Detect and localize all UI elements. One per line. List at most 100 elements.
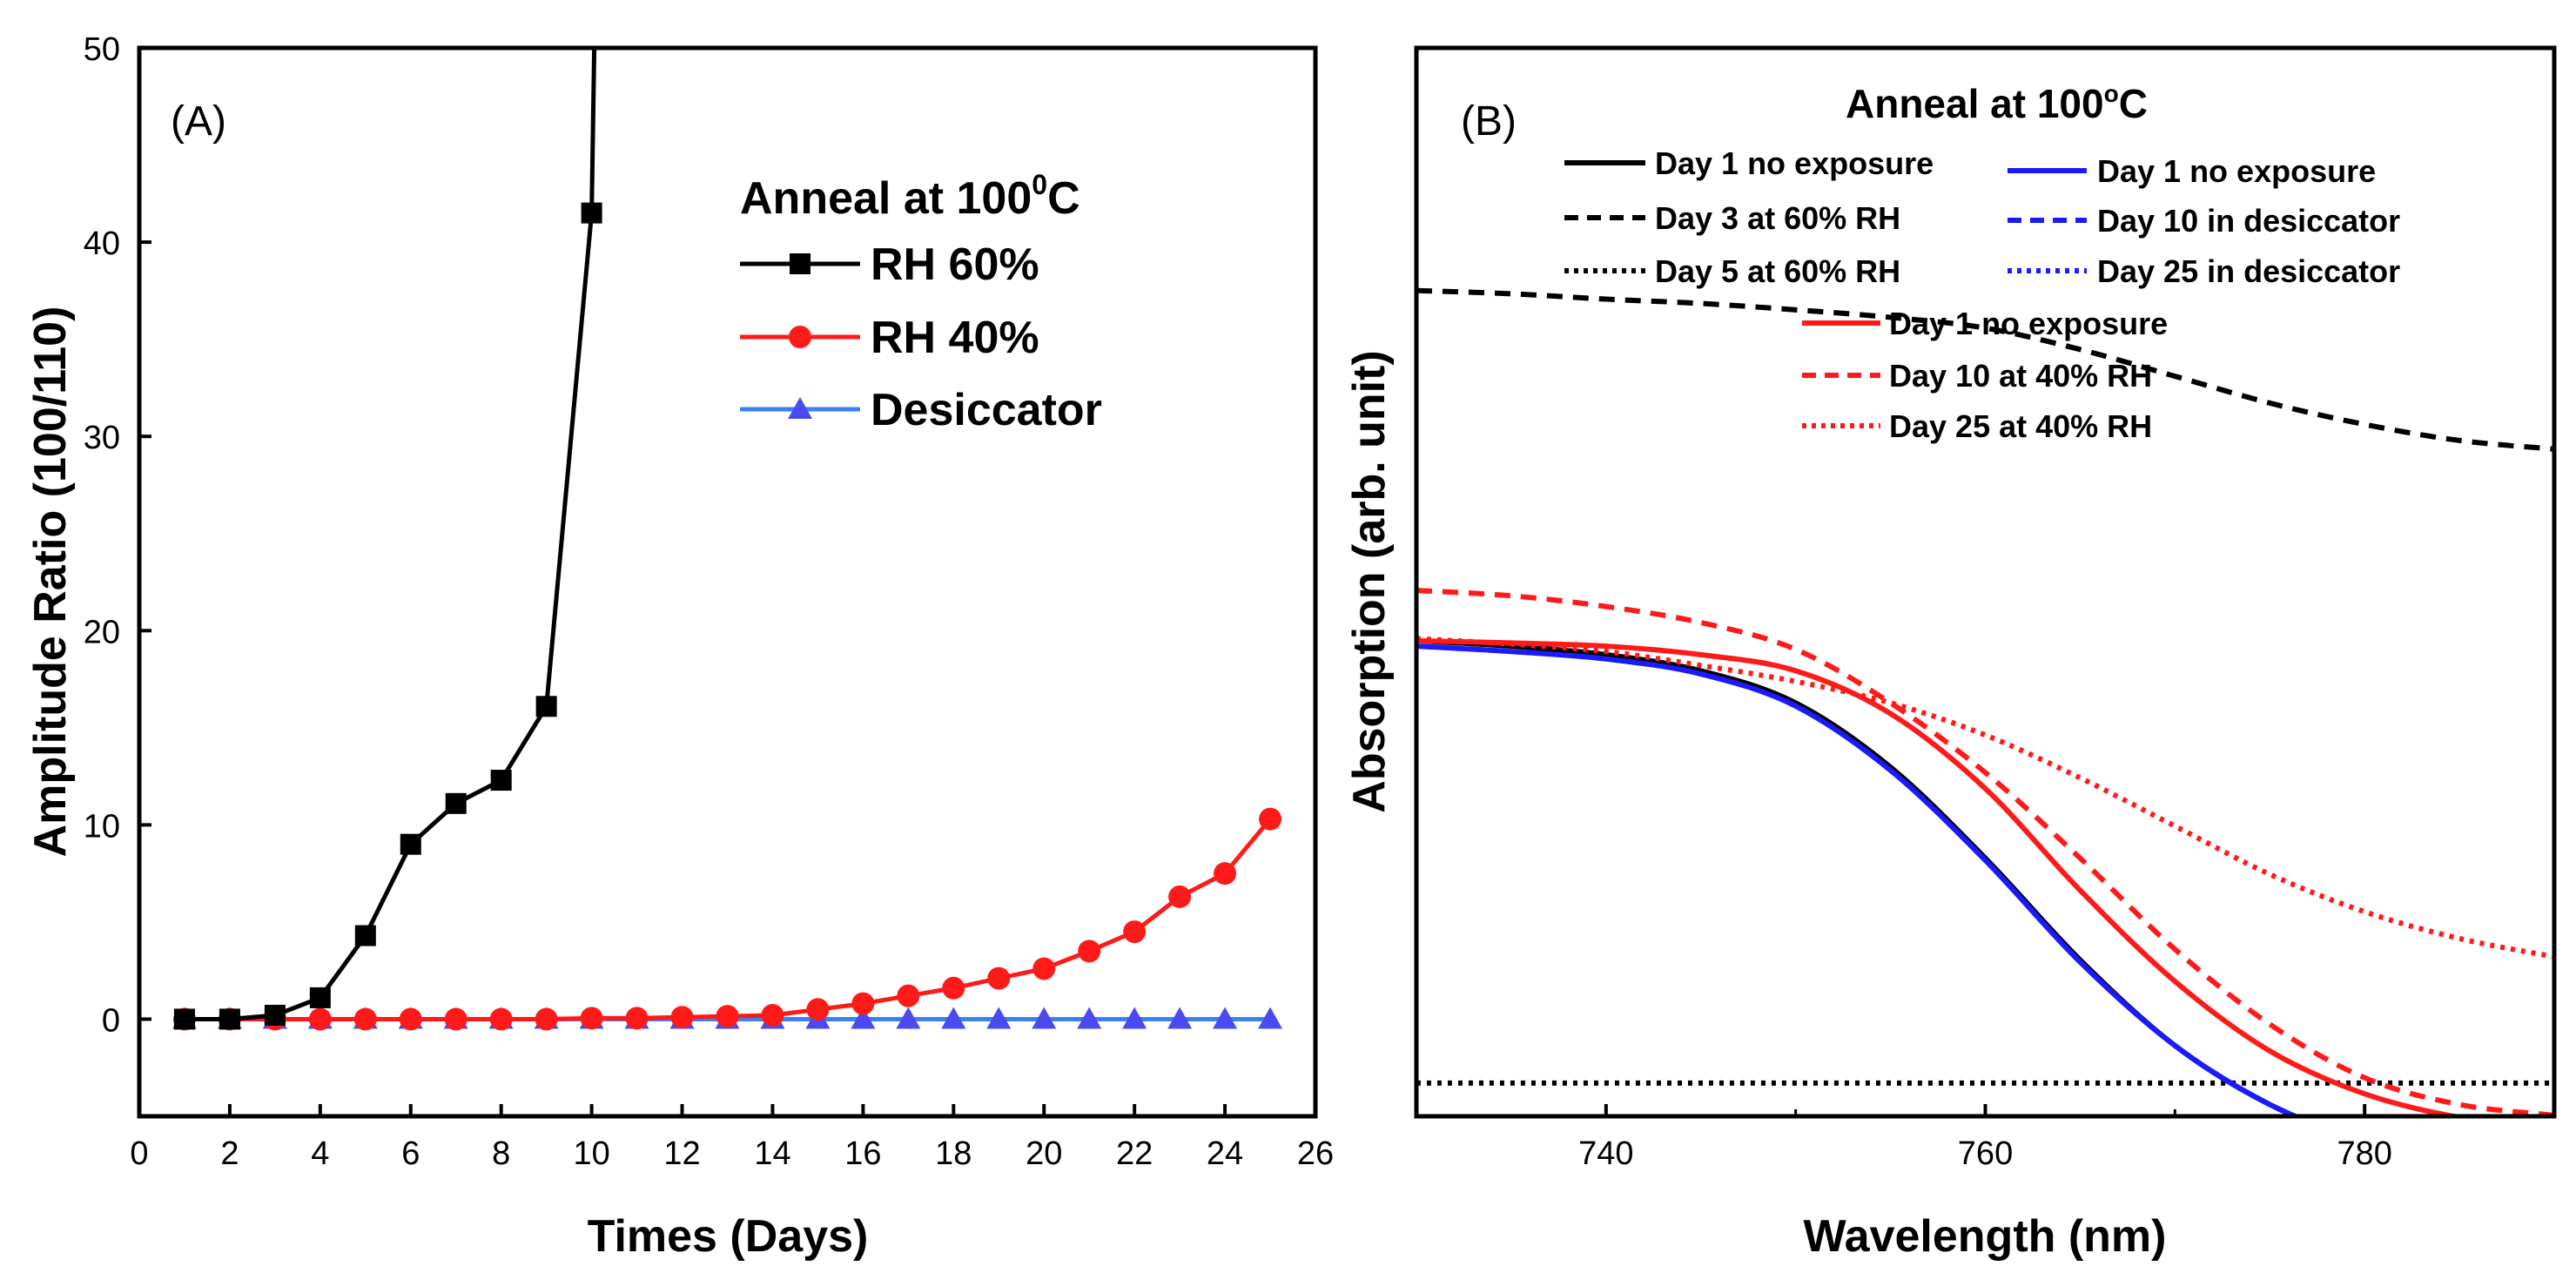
series-line	[184, 818, 1272, 1021]
data-point	[851, 1007, 876, 1029]
data-point	[1214, 862, 1237, 886]
x-tick-label-a: 12	[663, 1135, 700, 1172]
data-point	[1032, 957, 1056, 980]
data-point	[716, 1005, 739, 1028]
data-point	[308, 1007, 332, 1031]
x-tick-label-a: 26	[1297, 1135, 1334, 1172]
y-tick-label-a: 10	[84, 808, 120, 845]
x-axis-a: 0 2 4 6 8 10 12 14 16 18 20 22 24 26	[130, 1104, 1334, 1172]
x-tick-label-b: 760	[1958, 1135, 2013, 1172]
data-point	[1032, 1007, 1057, 1029]
data-point	[851, 992, 875, 1015]
data-point	[219, 1008, 240, 1030]
legend-item-black-day5: Day 5 at 60% RH	[1564, 253, 1900, 289]
data-point	[1258, 1007, 1283, 1029]
data-point	[896, 1007, 921, 1029]
svg-text:Day 5 at 60% RH: Day 5 at 60% RH	[1655, 253, 1900, 289]
x-tick-label-a: 8	[492, 1135, 510, 1172]
data-point	[445, 792, 467, 814]
data-point	[535, 696, 557, 717]
legend-item-black-day3: Day 3 at 60% RH	[1564, 200, 1900, 236]
data-point	[580, 1007, 603, 1030]
x-tick-label-b: 740	[1578, 1135, 1633, 1172]
x-axis-label-a: Times (Days)	[588, 1211, 869, 1262]
svg-text:Desiccator: Desiccator	[871, 385, 1102, 435]
series-b-8-day-25-at-40-rh	[1416, 636, 2554, 960]
series-b-7-day-10-at-40-rh	[1416, 588, 2554, 1116]
svg-text:Day 10 in desiccator: Day 10 in desiccator	[2097, 203, 2400, 239]
series-b-6-day-1-no-exposure	[1416, 637, 2469, 1116]
data-point	[625, 1007, 649, 1030]
data-point	[1167, 1007, 1193, 1029]
data-point	[941, 1007, 966, 1029]
svg-text:RH 40%: RH 40%	[871, 313, 1039, 363]
data-point	[354, 925, 376, 946]
svg-text:Day 25 in desiccator: Day 25 in desiccator	[2097, 253, 2400, 289]
data-point	[444, 1007, 467, 1031]
legend-item-rh40: RH 40%	[740, 313, 1039, 363]
x-tick-label-a: 6	[401, 1135, 420, 1172]
legend-title-a: Anneal at 1000C	[740, 169, 1080, 224]
data-point	[264, 1004, 286, 1026]
y-tick-label-a: 0	[102, 1002, 120, 1039]
svg-text:RH 60%: RH 60%	[871, 239, 1039, 290]
chart-panel-b: 740 760 780 (B) Wavelength (nm) Absorption…	[1344, 45, 2557, 1262]
series-b-1-day-3-at-60-rh	[1416, 287, 2554, 452]
y-tick-label-a: 50	[84, 31, 120, 68]
data-point	[670, 1006, 694, 1029]
x-tick-label-a: 14	[754, 1135, 790, 1172]
panel-label-a: (A)	[171, 98, 226, 145]
x-tick-label-a: 18	[935, 1135, 972, 1172]
data-point	[1123, 920, 1147, 944]
x-axis-b: 740 760 780	[1415, 1104, 2556, 1172]
legend-item-blue-day10: Day 10 in desiccator	[2008, 203, 2400, 239]
data-point	[987, 967, 1011, 990]
legend-item-red-day1: Day 1 no exposure	[1802, 306, 2168, 341]
legend-item-black-day1: Day 1 no exposure	[1564, 145, 1934, 181]
data-point	[1122, 1007, 1147, 1029]
y-tick-label-a: 30	[84, 420, 120, 456]
x-tick-label-a: 24	[1207, 1135, 1243, 1172]
x-tick-label-a: 16	[844, 1135, 881, 1172]
legend-a: Anneal at 1000C RH 60% RH 40% Desiccator	[740, 169, 1102, 435]
y-axis-label-a: Amplitude Ratio (100/110)	[25, 306, 76, 858]
plot-frame-a	[137, 45, 1318, 1119]
data-point	[173, 1008, 195, 1030]
legend-item-blue-day25: Day 25 in desiccator	[2008, 253, 2400, 289]
legend-item-desiccator: Desiccator	[740, 385, 1102, 435]
legend-title-b: Anneal at 100oC	[1846, 80, 2148, 126]
x-tick-label-a: 4	[311, 1135, 329, 1172]
data-point	[1077, 1007, 1102, 1029]
series-b-0-day-1-no-exposure	[1416, 637, 2302, 1116]
y-axis-a: 0 10 20 30 40 50	[84, 31, 151, 1039]
data-point	[400, 833, 421, 855]
series-line	[184, 47, 597, 1021]
data-point	[942, 976, 965, 1000]
data-point	[1213, 1007, 1238, 1029]
legend-item-red-day25: Day 25 at 40% RH	[1802, 408, 2152, 444]
panel-label-b: (B)	[1461, 98, 1517, 145]
svg-text:Day 25 at 40% RH: Day 25 at 40% RH	[1889, 408, 2152, 444]
series-b-3-day-1-no-exposure	[1416, 643, 2302, 1116]
legend-item-rh60: RH 60%	[740, 239, 1039, 290]
x-tick-label-a: 10	[573, 1135, 609, 1172]
legend-item-red-day10: Day 10 at 40% RH	[1802, 358, 2152, 394]
series-rh-40-	[172, 807, 1282, 1031]
series-rh-60-	[173, 47, 602, 1030]
data-point	[399, 1007, 422, 1031]
data-point	[535, 1007, 558, 1031]
data-point	[1259, 807, 1282, 831]
data-point	[986, 1007, 1012, 1029]
svg-text:Day 3 at 60% RH: Day 3 at 60% RH	[1655, 200, 1900, 236]
y-tick-label-a: 40	[84, 226, 120, 262]
data-point	[1078, 940, 1101, 963]
legend-item-blue-day1: Day 1 no exposure	[2008, 153, 2376, 189]
x-axis-label-b: Wavelength (nm)	[1804, 1211, 2167, 1262]
data-point	[806, 998, 830, 1021]
x-tick-label-a: 20	[1026, 1135, 1062, 1172]
x-tick-label-b: 780	[2337, 1135, 2391, 1172]
y-axis-label-b: Absorption (arb. unit)	[1344, 350, 1395, 812]
data-point	[490, 770, 512, 791]
